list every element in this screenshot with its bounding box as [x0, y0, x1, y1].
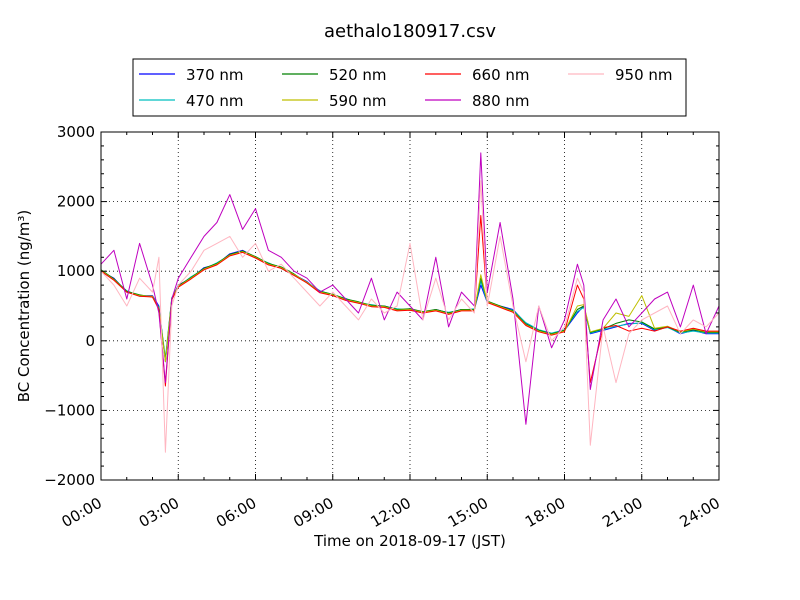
y-tick-label: 3000 — [57, 123, 95, 141]
legend-label: 590 nm — [329, 92, 387, 110]
x-tick-label: 03:00 — [136, 494, 182, 531]
legend-label: 880 nm — [472, 92, 530, 110]
y-tick-label: 2000 — [57, 193, 95, 211]
x-tick-label: 09:00 — [290, 494, 336, 531]
y-tick-label: −2000 — [44, 471, 95, 489]
x-tick-label: 24:00 — [677, 494, 723, 531]
legend-label: 950 nm — [615, 66, 673, 84]
y-axis-label: BC Concentration (ng/m³) — [15, 210, 33, 403]
y-tick-label: 0 — [85, 332, 95, 350]
x-tick-label: 21:00 — [599, 494, 645, 531]
series-line-660-nm — [101, 215, 719, 387]
legend-label: 660 nm — [472, 66, 530, 84]
x-tick-label: 12:00 — [368, 494, 414, 531]
x-tick-label: 15:00 — [445, 494, 491, 531]
data-lines — [101, 152, 719, 453]
legend-box — [132, 58, 687, 117]
series-line-950-nm — [101, 180, 719, 453]
chart-title: aethalo180917.csv — [324, 21, 496, 42]
series-line-880-nm — [101, 152, 719, 425]
x-tick-label: 18:00 — [522, 494, 568, 531]
series-line-590-nm — [101, 251, 719, 363]
y-tick-label: −1000 — [44, 401, 95, 419]
grid — [101, 132, 719, 480]
axis-ticks: 00:00 03:00 06:00 09:00 12:00 15:00 18:00 21:00… — [44, 123, 723, 531]
x-tick-label: 00:00 — [59, 494, 105, 531]
legend: 370 nm 470 nm 520 nm 590 nm 660 nm 880 nm 950 … — [132, 58, 687, 117]
legend-label: 520 nm — [329, 66, 387, 84]
legend-label: 470 nm — [186, 92, 244, 110]
legend-label: 370 nm — [186, 66, 244, 84]
y-tick-label: 1000 — [57, 262, 95, 280]
x-axis-label: Time on 2018-09-17 (JST) — [313, 532, 506, 550]
x-tick-label: 06:00 — [213, 494, 259, 531]
